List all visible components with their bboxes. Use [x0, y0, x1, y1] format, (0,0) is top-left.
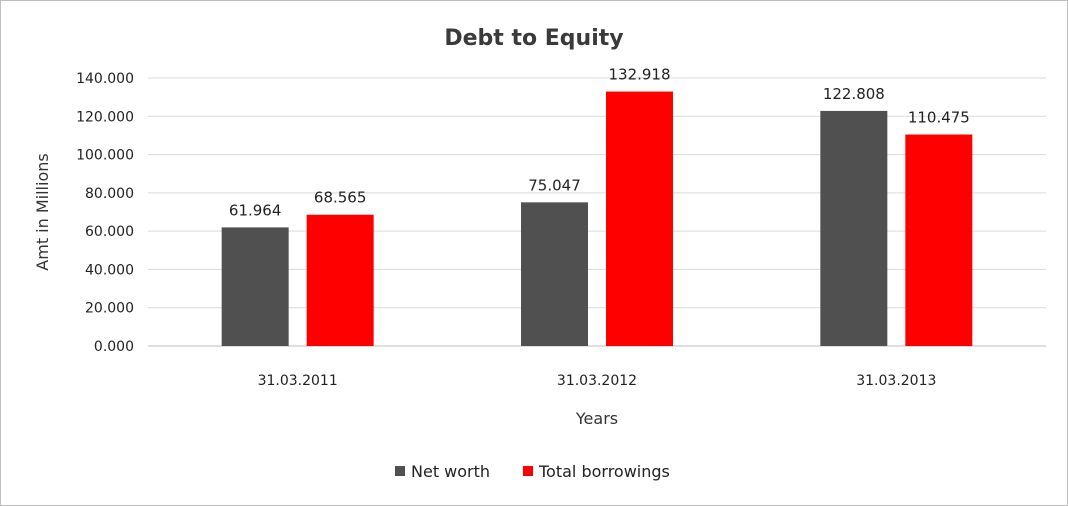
data-label: 132.918 [608, 66, 670, 84]
data-label: 110.475 [908, 109, 970, 127]
bars [221, 91, 973, 346]
bar-net-worth [221, 227, 289, 346]
y-tick-label: 140.000 [76, 71, 134, 87]
x-axis-title: Years [575, 409, 618, 428]
data-label: 68.565 [314, 189, 367, 207]
y-tick-label: 0.000 [94, 339, 134, 355]
data-label: 75.047 [528, 176, 581, 194]
legend-swatch [395, 466, 405, 476]
data-label: 122.808 [823, 85, 885, 103]
bar-net-worth [820, 110, 888, 346]
bar-total-borrowings [306, 214, 374, 346]
chart-title: Debt to Equity [444, 26, 623, 51]
y-tick-label: 20.000 [85, 301, 134, 317]
x-tick-label: 31.03.2013 [856, 373, 936, 389]
x-tick-label: 31.03.2011 [258, 373, 338, 389]
legend-swatch [523, 466, 533, 476]
data-labels: 61.964 68.565 75.047 132.918 122.808 110.475 [229, 66, 970, 220]
y-tick-label: 40.000 [85, 262, 134, 278]
data-label: 61.964 [229, 201, 282, 219]
y-axis-ticks: 0.000 20.000 40.000 60.000 80.000 100.000 120.… [76, 71, 134, 355]
legend-entry: Net worth [411, 462, 490, 481]
bar-total-borrowings [905, 134, 973, 346]
x-tick-label: 31.03.2012 [557, 373, 637, 389]
y-tick-label: 120.000 [76, 109, 134, 125]
x-axis-ticks: 31.03.2011 31.03.2012 31.03.2013 [258, 373, 937, 389]
y-axis-title: Amt in Millions [33, 153, 52, 270]
y-tick-label: 100.000 [76, 148, 134, 164]
y-tick-label: 80.000 [85, 186, 134, 202]
bar-net-worth [521, 202, 588, 346]
gridlines [148, 77, 1046, 347]
bar-total-borrowings [606, 91, 673, 346]
legend-entry: Total borrowings [538, 462, 670, 481]
legend: Net worth Total borrowings [395, 462, 670, 481]
y-tick-label: 60.000 [85, 224, 134, 240]
